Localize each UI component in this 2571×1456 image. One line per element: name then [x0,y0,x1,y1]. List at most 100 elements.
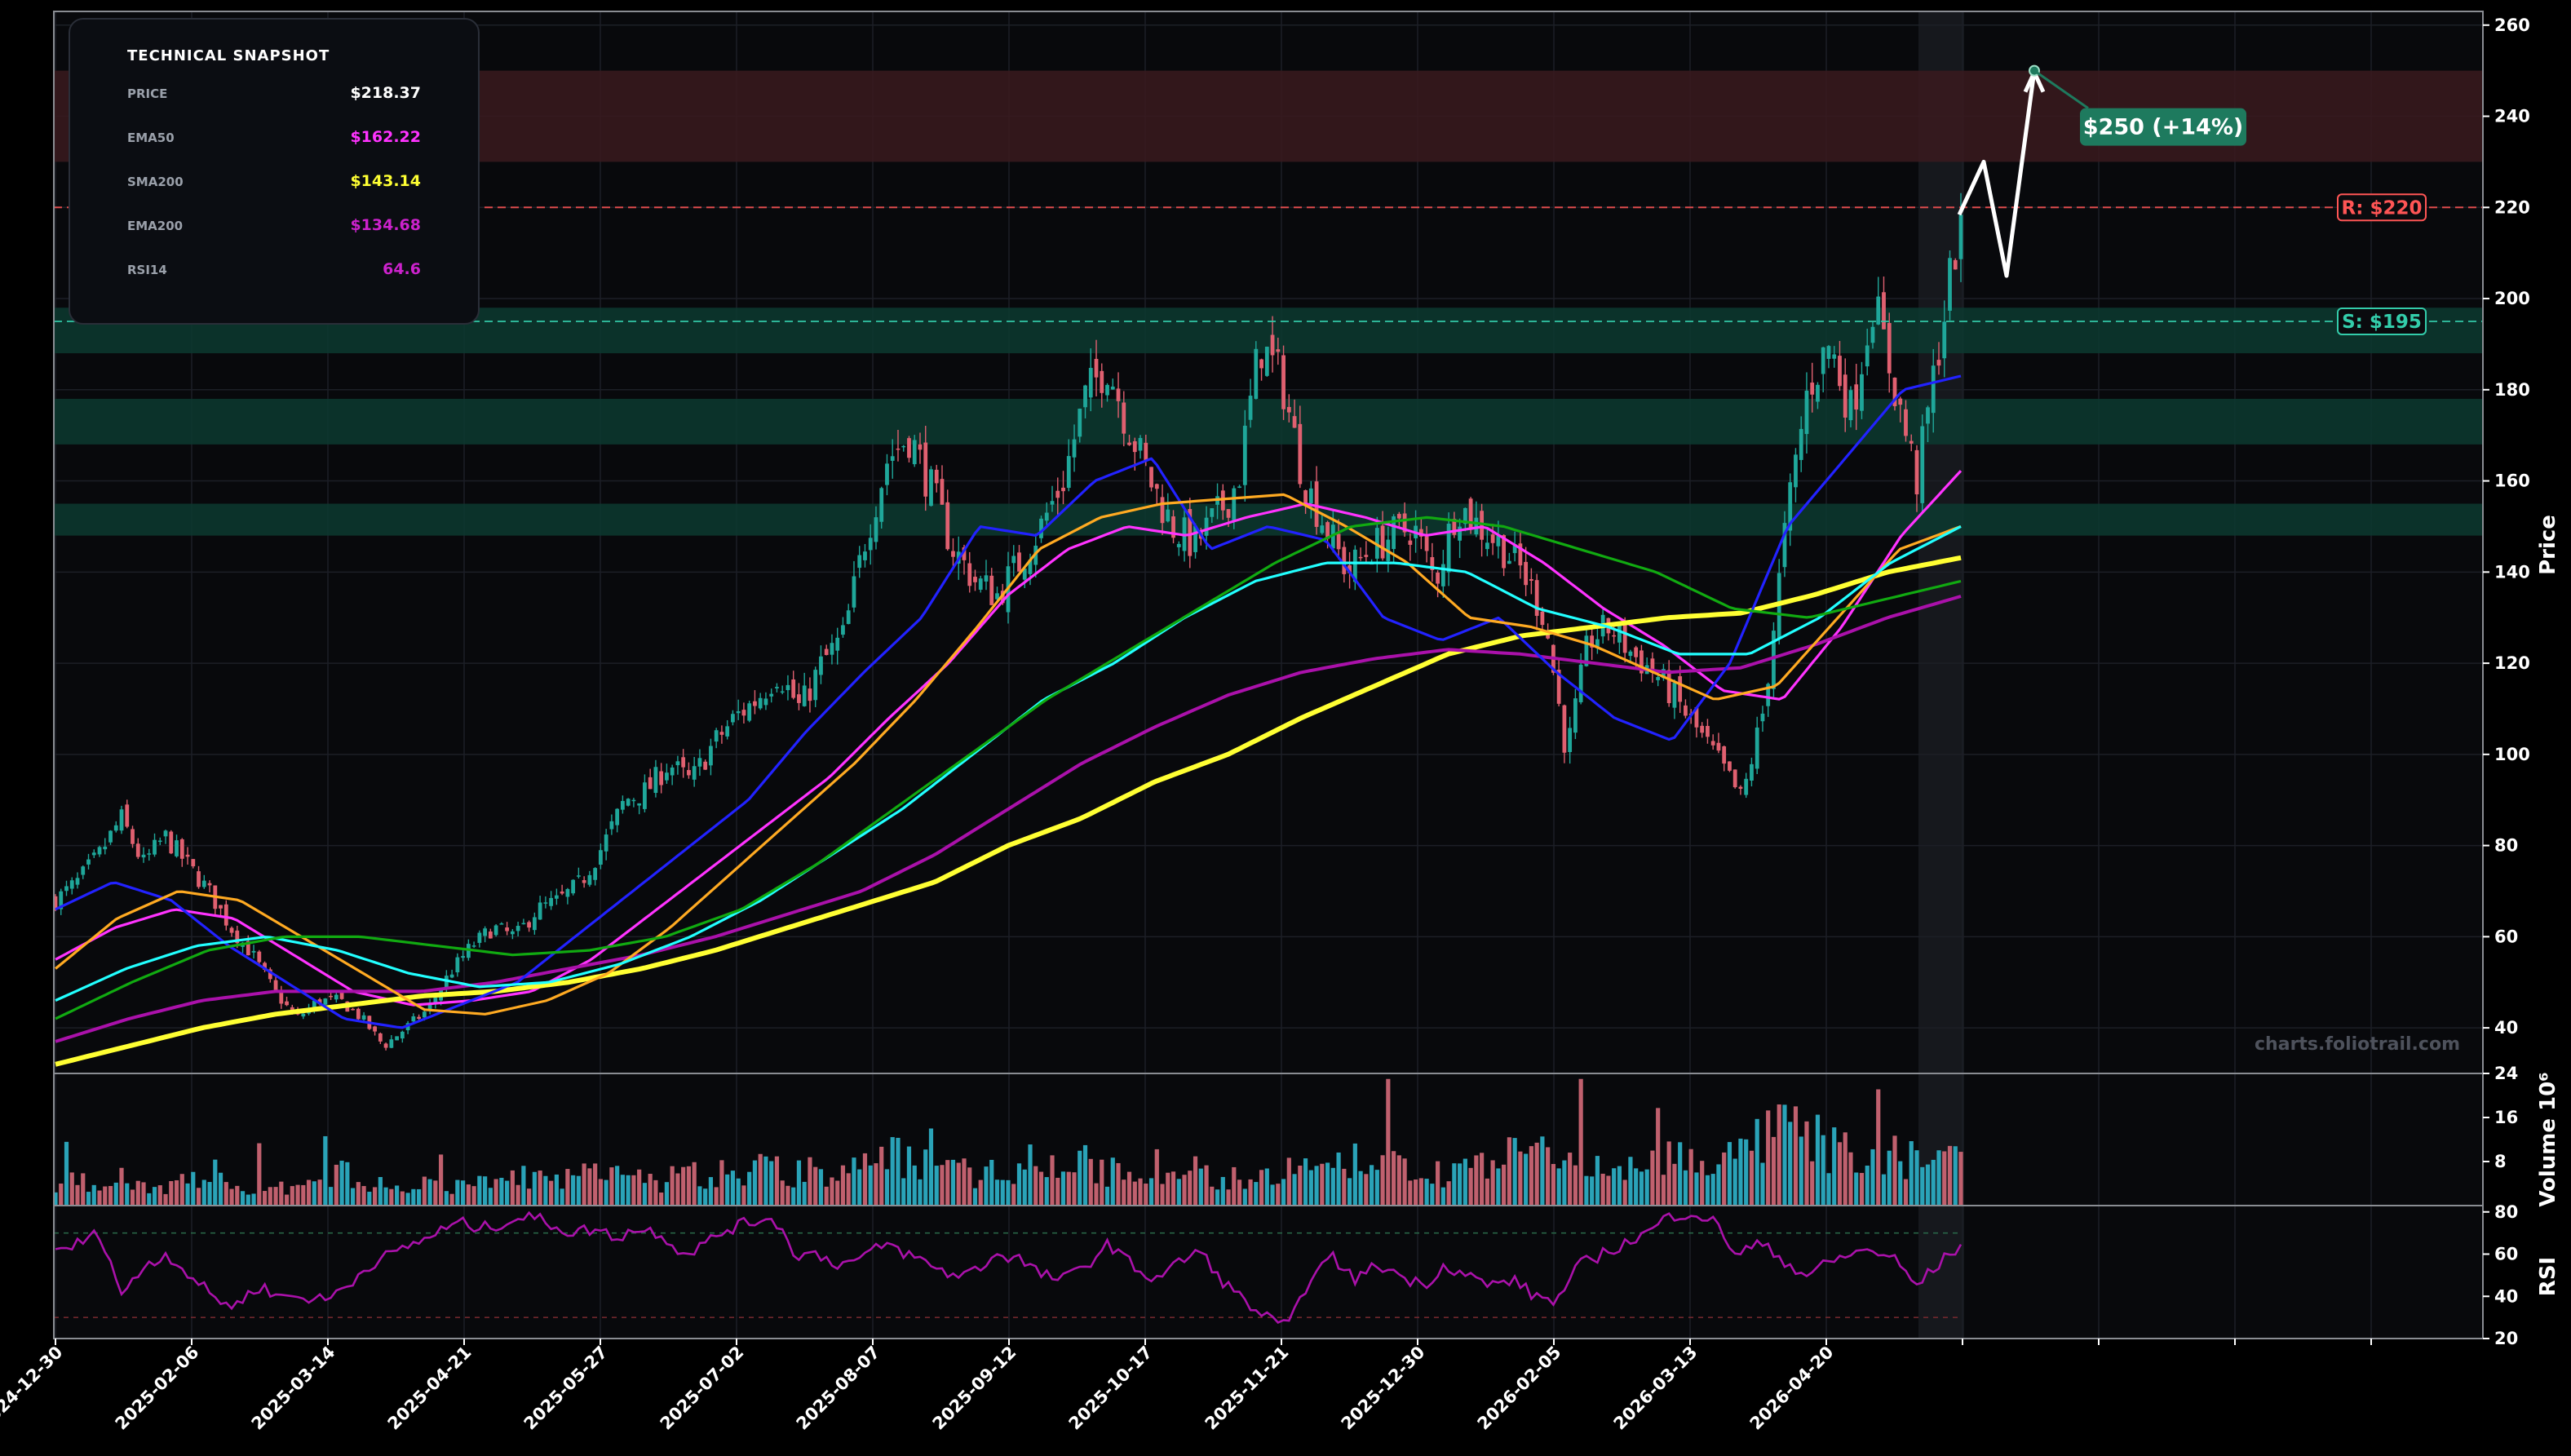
volume-bar [1320,1163,1325,1206]
candle-body [1011,555,1016,564]
candle-body [1612,635,1617,637]
volume-bar [752,1160,758,1206]
volume-bar [328,1187,334,1206]
volume-bar [1210,1186,1215,1206]
volume-bar [1281,1179,1286,1206]
snapshot-value: $143.14 [350,172,421,190]
volume-bar [1590,1176,1595,1206]
candle-body [1122,402,1126,434]
candle-body [125,804,130,827]
candle-body [1512,544,1517,554]
volume-bar [1804,1121,1809,1206]
volume-bar [879,1146,884,1206]
candle-body [532,917,537,931]
rsi-tick-label: 40 [2494,1286,2518,1306]
candle-body [1772,631,1776,689]
volume-bar [637,1169,642,1206]
candle-body [1595,639,1600,647]
candle-body [593,868,598,880]
candle-body [604,834,608,852]
candle-body [1440,564,1445,586]
snapshot-value: $162.22 [350,128,421,146]
candle-body [1144,442,1148,461]
volume-bar [1502,1164,1507,1206]
candle-body [857,555,862,569]
volume-bar [223,1182,228,1206]
volume-bar [1480,1153,1485,1206]
candle-body [543,902,548,904]
volume-bar [218,1172,223,1206]
resistance-label-box [2337,193,2427,222]
candle-body [1330,524,1335,549]
volume-bar [416,1188,422,1206]
candle-body [1816,384,1820,402]
candle-body [1237,486,1241,488]
volume-bar [449,1193,454,1206]
candle-body [135,843,140,857]
price-tick-label: 200 [2494,289,2530,308]
candle-body [1226,509,1231,518]
candle-body [863,551,867,560]
volume-bar [1160,1184,1165,1206]
price-axis-label: Price [2536,515,2560,575]
volume-bar [1082,1144,1088,1206]
volume-bar [1138,1178,1143,1206]
candle-body [1210,508,1215,517]
volume-bar [918,1179,923,1206]
candle-body [598,850,603,865]
candle-body [1958,215,1963,259]
volume-bar [279,1181,284,1206]
candle-body [1948,258,1952,311]
candle-body [736,710,741,714]
volume-bar [268,1187,272,1206]
volume-bar [1110,1157,1115,1206]
volume-bar [1584,1175,1589,1206]
candle-body [1628,651,1633,657]
candle-body [197,871,201,887]
candle-body [1408,540,1413,545]
volume-bar [53,1192,58,1206]
rsi-panel-bg [54,1206,2483,1339]
volume-bar [989,1159,994,1206]
volume-bar [962,1158,967,1206]
volume-bar [196,1188,201,1206]
candle-body [802,685,807,706]
candle-body [719,732,724,735]
volume-bar [91,1184,96,1206]
candle-body [1936,360,1941,366]
volume-bar [301,1184,306,1206]
volume-bar [830,1177,834,1206]
volume-bar [808,1157,812,1206]
candle-body [763,698,768,706]
candle-body [1860,374,1864,411]
volume-bar [1408,1180,1413,1206]
resistance-label: R: $220 [2342,197,2423,219]
volume-bar [493,1179,498,1206]
volume-bar [64,1141,69,1206]
volume-bar [1821,1135,1825,1206]
candle-body [1298,423,1303,485]
candle-body [1904,409,1908,436]
candle-body [1270,334,1275,356]
candle-body [780,691,785,693]
volume-bar [1507,1137,1511,1206]
candle-body [1926,407,1930,424]
candle-body [1110,386,1115,390]
volume-bar [1220,1176,1225,1206]
candle-body [973,577,977,582]
volume-bar [378,1177,383,1206]
candle-body [257,951,262,963]
volume-bar [433,1180,438,1206]
candle-body [741,710,746,716]
volume-bar [1418,1178,1423,1206]
candle-body [175,840,179,856]
volume-bar [488,1188,493,1206]
volume-bar [1170,1171,1176,1206]
candle-body [1914,449,1919,495]
projection-connector [2033,69,2089,109]
volume-bar [923,1149,928,1206]
snapshot-row-sma200: SMA200 $143.14 [127,172,421,196]
projection-label-box [2080,108,2246,146]
candle-body [1374,528,1379,559]
volume-bar [389,1188,394,1206]
